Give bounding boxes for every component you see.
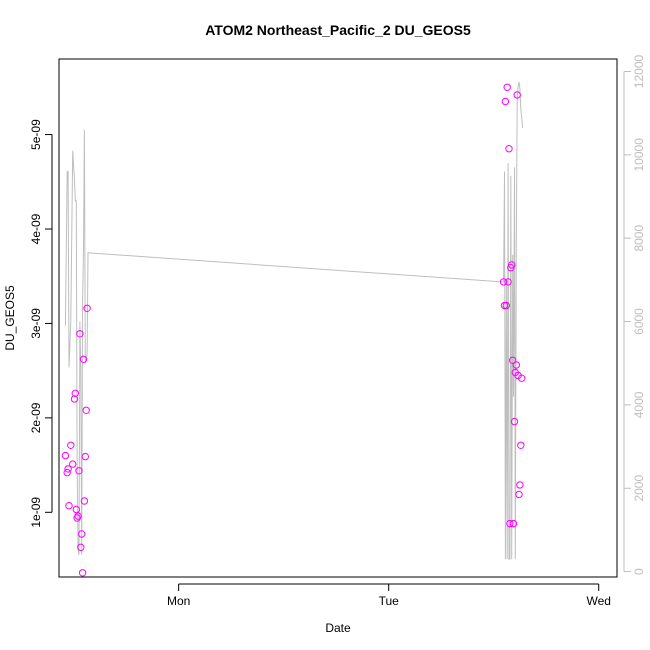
data-point [504,278,512,286]
data-point [78,530,86,538]
data-point [83,304,91,312]
data-point [67,441,75,449]
y2-tick-label: 6000 [632,308,646,335]
y-axis-label: DU_GEOS5 [3,285,17,351]
altitude-line [64,81,524,560]
y2-tick-label: 4000 [632,391,646,418]
plot-frame [58,58,618,578]
y-tick-label: 1e-09 [29,497,43,528]
data-point [77,543,85,551]
data-point [79,355,88,363]
y2-tick-label: 8000 [632,225,646,252]
data-point [80,497,89,505]
data-point [70,395,79,403]
data-point [512,361,520,369]
data-point [506,519,514,528]
data-point [65,502,73,510]
data-point [518,374,526,382]
data-point [503,83,511,92]
data-point [63,468,71,477]
x-tick-label: Wed [586,594,610,608]
y2-tick-label: 0 [632,568,646,575]
data-point [517,441,525,449]
data-point [505,145,513,153]
x-tick-label: Mon [167,594,190,608]
x-tick-label: Tue [379,594,400,608]
data-point [74,512,82,520]
data-point [502,301,510,310]
y-axis-left: 1e-09 2e-09 3e-09 4e-09 5e-09 [29,119,53,528]
y-tick-label: 2e-09 [29,402,43,433]
data-point [71,389,80,397]
data-point [64,465,72,473]
data-point [509,356,517,364]
data-point [501,97,510,106]
data-point [515,490,523,499]
data-point [510,417,519,426]
data-point [69,460,77,468]
data-point [509,519,518,528]
x-axis: Mon Tue Wed [167,583,611,608]
y-tick-label: 3e-09 [29,308,43,339]
y2-tick-label: 10000 [632,138,646,172]
du-geos5-series [61,83,526,577]
data-point [516,481,524,489]
data-point [72,505,81,514]
data-point [76,330,84,338]
data-point [61,451,70,460]
y-tick-label: 5e-09 [29,119,43,150]
y2-tick-label: 12000 [632,54,646,88]
x-axis-label: Date [325,621,351,635]
data-point [82,406,90,414]
data-point [508,261,516,269]
chart-title: ATOM2 Northeast_Pacific_2 DU_GEOS5 [205,22,471,38]
altitude-series [64,81,524,560]
data-point [513,91,521,99]
y2-tick-label: 2000 [632,475,646,502]
data-point [499,278,508,286]
y-tick-label: 4e-09 [29,213,43,244]
data-point [78,569,87,577]
data-point [75,467,83,475]
y-axis-right: 0 2000 4000 6000 8000 10000 12000 [623,54,646,575]
data-point [81,452,90,461]
